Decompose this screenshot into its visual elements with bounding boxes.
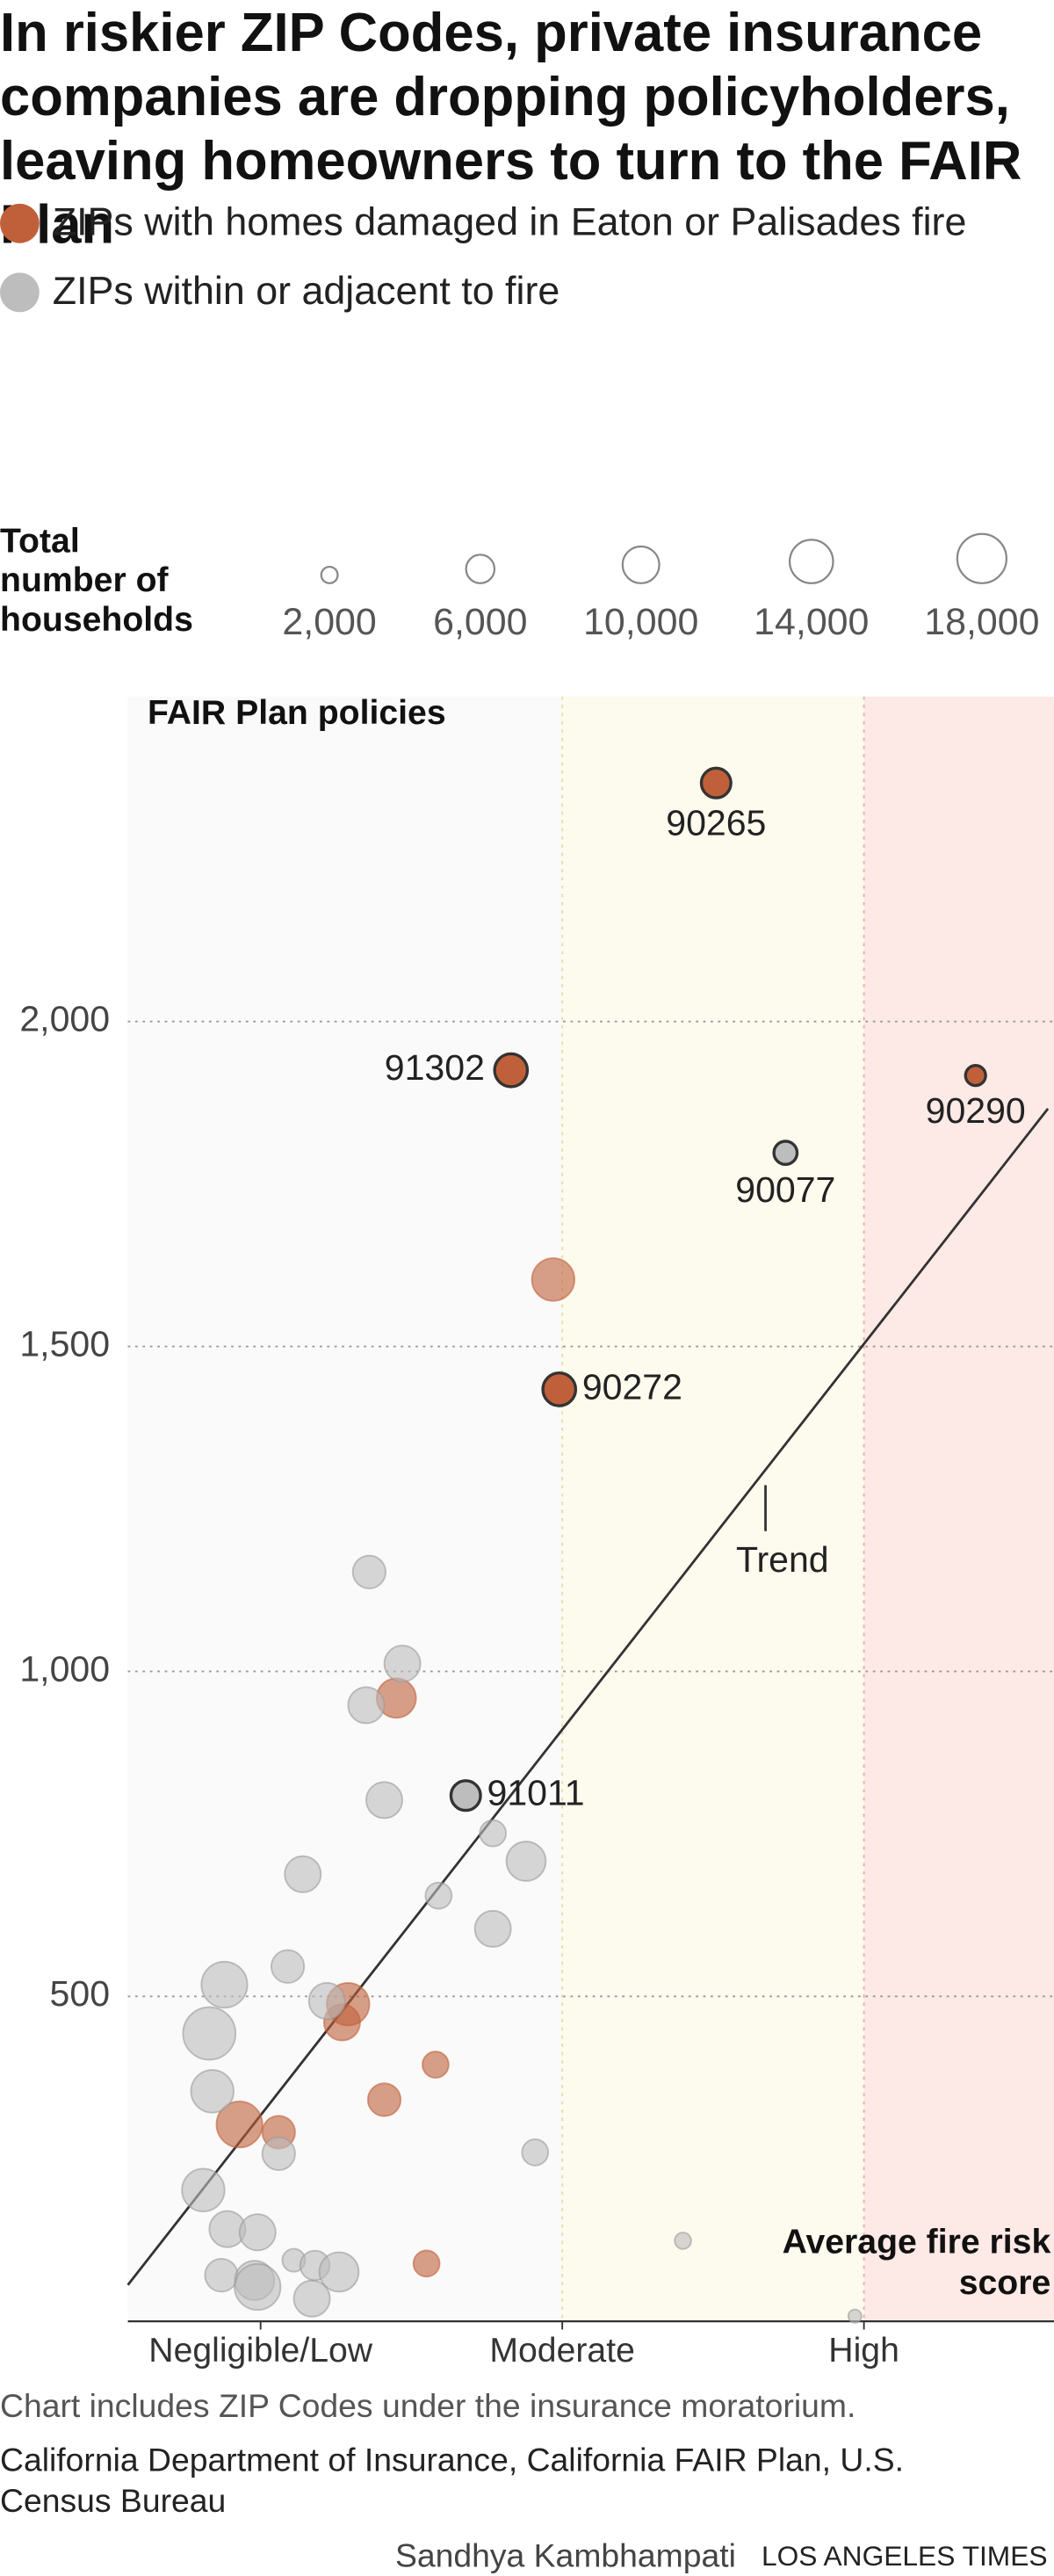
publisher: LOS ANGELES TIMES	[762, 2540, 1048, 2572]
point	[234, 2262, 282, 2312]
size-legend-title-box: Total number of households	[0, 522, 193, 640]
band-high	[863, 696, 1054, 2322]
point-label: 90265	[666, 803, 766, 843]
size-legend-circle	[788, 539, 834, 584]
point-highlight	[449, 1779, 482, 1813]
source-box: California Department of Insurance, Cali…	[0, 2442, 904, 2521]
y-tick-label: 1,000	[19, 1648, 110, 1689]
x-axis-label: Average fire risk score	[783, 2223, 1051, 2303]
point	[292, 2279, 331, 2318]
point	[473, 1909, 512, 1948]
chart-title: In riskier ZIP Codes, private insurance …	[0, 1, 1022, 255]
x-tick-label: High	[828, 2331, 899, 2370]
size-legend-title: Total number of households	[0, 522, 193, 640]
point	[365, 1781, 403, 1820]
point	[190, 2069, 235, 2114]
credit: Sandhya Kambhampati	[395, 2536, 736, 2573]
point	[318, 2251, 360, 2293]
size-legend-label: 2,000	[282, 601, 376, 643]
size-legend-circle	[956, 532, 1007, 584]
point-label: 90290	[926, 1090, 1026, 1131]
point	[307, 1981, 346, 2021]
point	[238, 2213, 277, 2252]
size-legend-label: 18,000	[924, 601, 1039, 643]
point	[200, 1960, 249, 2009]
point	[674, 2232, 692, 2250]
point	[479, 1819, 507, 1848]
point	[215, 2100, 264, 2149]
trend-label: Trend	[736, 1539, 829, 1580]
point	[424, 1881, 453, 1910]
legend-label: ZIPs with homes damaged in Eaton or Pali…	[52, 200, 967, 245]
point	[284, 1855, 322, 1893]
point-label: 91302	[385, 1047, 485, 1088]
legend-marker	[0, 272, 40, 313]
legend-item: ZIPs within or adjacent to fire	[0, 263, 1036, 322]
note: Chart includes ZIP Codes under the insur…	[0, 2387, 855, 2424]
legend-item: ZIPs with homes damaged in Eaton or Pali…	[0, 194, 1036, 253]
y-tick-label: 500	[50, 1973, 110, 2014]
legend-label: ZIPs within or adjacent to fire	[52, 269, 560, 315]
point-label: 90272	[582, 1366, 682, 1407]
point	[847, 2308, 863, 2324]
size-legend-circle	[621, 545, 661, 584]
size-legend-label: 10,000	[583, 601, 698, 643]
point	[531, 1257, 576, 1302]
point	[261, 2136, 296, 2171]
point	[366, 2082, 402, 2117]
point	[383, 1645, 422, 1683]
point	[505, 1841, 547, 1882]
trend-line	[126, 1107, 1050, 2286]
size-legend-label: 14,000	[754, 601, 869, 643]
point	[351, 1554, 386, 1589]
y-tick-label: 2,000	[19, 999, 110, 1039]
point-highlight	[541, 1371, 578, 1407]
size-legend-circle	[320, 565, 339, 584]
plot-area: 500 1,000 1,500 2,000 FAIR Plan policies Negl…	[19, 693, 1054, 2370]
point	[347, 1686, 386, 1725]
point-highlight	[772, 1140, 799, 1167]
point	[521, 2138, 550, 2167]
point	[182, 2006, 237, 2061]
y-tick-label: 1,500	[19, 1323, 110, 1364]
source: California Department of Insurance, Cali…	[0, 2442, 904, 2521]
point-highlight	[964, 1063, 987, 1088]
legend-marker	[0, 203, 40, 243]
point	[422, 2051, 450, 2079]
x-tick-label: Negligible/Low	[148, 2331, 373, 2370]
size-legend-label: 6,000	[433, 601, 527, 643]
legend-box: ZIPs with homes damaged in Eaton or Pali…	[0, 194, 1054, 322]
point-highlight	[493, 1052, 530, 1089]
point	[204, 2258, 239, 2293]
point	[412, 2249, 441, 2278]
legend: ZIPs with homes damaged in Eaton or Pali…	[0, 194, 1054, 322]
point	[271, 1949, 306, 1984]
y-axis-label: FAIR Plan policies	[148, 693, 446, 732]
band-low	[127, 696, 563, 2322]
point-label: 91011	[487, 1773, 585, 1813]
title-box: In riskier ZIP Codes, private insurance …	[0, 1, 1022, 255]
x-tick-label: Moderate	[489, 2331, 635, 2370]
size-legend-circle	[465, 554, 496, 584]
point-highlight	[699, 766, 733, 800]
point-label: 90077	[735, 1169, 835, 1210]
band-moderate	[562, 696, 864, 2322]
point	[181, 2167, 226, 2212]
